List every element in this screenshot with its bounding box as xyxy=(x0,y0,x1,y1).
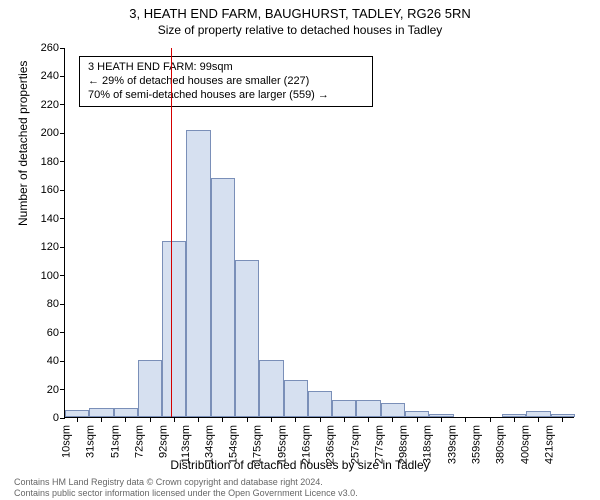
y-axis-label: Number of detached properties xyxy=(16,61,30,226)
x-tick xyxy=(125,417,126,422)
bar xyxy=(65,410,89,417)
bar xyxy=(162,241,186,417)
x-tick xyxy=(368,417,369,422)
y-tick xyxy=(60,76,65,77)
footer-line-1: Contains HM Land Registry data © Crown c… xyxy=(14,477,358,487)
y-tick xyxy=(60,418,65,419)
bar xyxy=(235,260,259,417)
y-tick-label: 160 xyxy=(41,184,59,196)
x-tick-label: 31sqm xyxy=(85,425,97,458)
x-tick xyxy=(101,417,102,422)
bar xyxy=(356,400,380,417)
y-tick xyxy=(60,275,65,276)
footer-line-2: Contains public sector information licen… xyxy=(14,488,358,498)
y-tick xyxy=(60,190,65,191)
y-tick xyxy=(60,104,65,105)
y-tick xyxy=(60,48,65,49)
x-tick xyxy=(344,417,345,422)
bar xyxy=(89,408,113,417)
y-tick-label: 100 xyxy=(41,270,59,282)
footer-attribution: Contains HM Land Registry data © Crown c… xyxy=(14,477,358,498)
y-tick-label: 180 xyxy=(41,156,59,168)
address-title: 3, HEATH END FARM, BAUGHURST, TADLEY, RG… xyxy=(0,6,600,21)
y-tick-label: 20 xyxy=(47,384,59,396)
x-tick xyxy=(441,417,442,422)
x-tick xyxy=(320,417,321,422)
x-tick xyxy=(490,417,491,422)
bar xyxy=(381,403,405,417)
bar xyxy=(211,178,235,417)
bar xyxy=(308,391,332,417)
subtitle: Size of property relative to detached ho… xyxy=(0,23,600,37)
x-tick-label: 10sqm xyxy=(61,425,73,458)
y-tick-label: 220 xyxy=(41,99,59,111)
x-tick-label: 51sqm xyxy=(109,425,121,458)
y-tick-label: 0 xyxy=(53,412,59,424)
x-tick xyxy=(417,417,418,422)
y-tick-label: 120 xyxy=(41,241,59,253)
y-tick-label: 140 xyxy=(41,213,59,225)
bar xyxy=(284,380,308,417)
x-tick xyxy=(562,417,563,422)
plot-area: 3 HEATH END FARM: 99sqm← 29% of detached… xyxy=(64,48,574,418)
y-tick xyxy=(60,218,65,219)
x-tick-label: 72sqm xyxy=(133,425,145,458)
chart-container: 3, HEATH END FARM, BAUGHURST, TADLEY, RG… xyxy=(0,0,600,500)
x-tick xyxy=(150,417,151,422)
x-tick xyxy=(465,417,466,422)
x-tick xyxy=(392,417,393,422)
y-tick xyxy=(60,389,65,390)
y-tick xyxy=(60,304,65,305)
bar xyxy=(259,360,283,417)
y-tick xyxy=(60,332,65,333)
x-tick-label: 92sqm xyxy=(158,425,170,458)
x-axis-label: Distribution of detached houses by size … xyxy=(0,458,600,472)
reference-line xyxy=(171,48,172,417)
y-tick xyxy=(60,361,65,362)
y-tick xyxy=(60,247,65,248)
x-tick xyxy=(77,417,78,422)
y-tick-label: 260 xyxy=(41,42,59,54)
y-tick-label: 200 xyxy=(41,127,59,139)
bar xyxy=(186,130,210,417)
y-tick-label: 240 xyxy=(41,70,59,82)
y-tick xyxy=(60,161,65,162)
y-tick xyxy=(60,133,65,134)
x-tick xyxy=(271,417,272,422)
y-tick-label: 40 xyxy=(47,355,59,367)
bar xyxy=(114,408,138,417)
x-tick xyxy=(514,417,515,422)
y-tick-label: 80 xyxy=(47,298,59,310)
x-tick xyxy=(222,417,223,422)
x-tick xyxy=(538,417,539,422)
annotation-box: 3 HEATH END FARM: 99sqm← 29% of detached… xyxy=(79,56,373,107)
annotation-line: 3 HEATH END FARM: 99sqm xyxy=(88,61,364,75)
bar xyxy=(138,360,162,417)
x-tick xyxy=(295,417,296,422)
y-tick-label: 60 xyxy=(47,327,59,339)
annotation-line: 70% of semi-detached houses are larger (… xyxy=(88,89,364,103)
title-block: 3, HEATH END FARM, BAUGHURST, TADLEY, RG… xyxy=(0,6,600,37)
annotation-line: ← 29% of detached houses are smaller (22… xyxy=(88,75,364,89)
bar xyxy=(332,400,356,417)
x-tick xyxy=(174,417,175,422)
x-tick xyxy=(198,417,199,422)
x-tick xyxy=(247,417,248,422)
